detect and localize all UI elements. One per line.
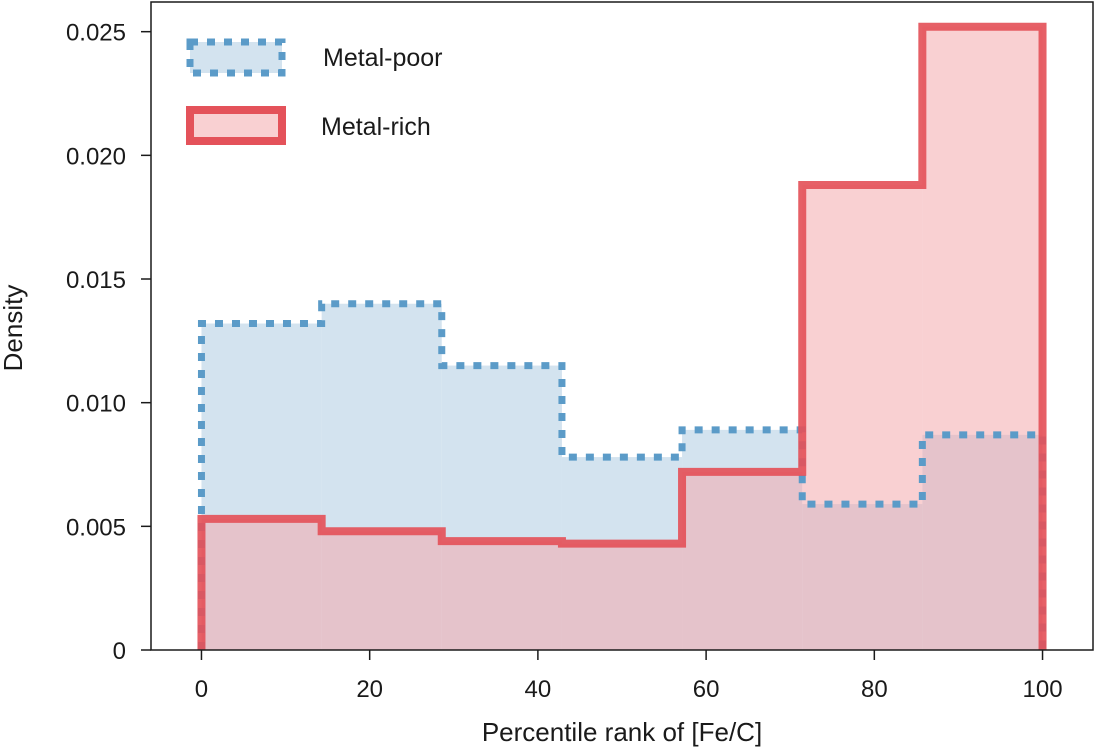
x-tick-label: 40 [525, 676, 552, 703]
bar-metal-rich-bin-1 [201, 518, 322, 650]
x-axis-title: Percentile rank of [Fe/C] [482, 717, 762, 747]
x-tick-label: 80 [861, 676, 888, 703]
x-tick-label: 100 [1023, 676, 1063, 703]
y-tick-label: 0.025 [66, 20, 126, 47]
x-tick-label: 0 [195, 676, 208, 703]
y-tick-label: 0.010 [66, 391, 126, 418]
x-axis: 0 20 40 60 80 100 [195, 650, 1063, 703]
bar-metal-rich-bin-7 [922, 26, 1043, 650]
bar-metal-rich-bin-4 [561, 543, 683, 650]
y-axis: 0 0.005 0.010 0.015 0.020 0.025 [66, 20, 151, 665]
x-tick-label: 20 [356, 676, 383, 703]
series-line-metal-rich [197, 22, 1047, 650]
legend-label-metal-poor: Metal-poor [323, 44, 443, 72]
bar-metal-rich-bin-2 [321, 531, 442, 650]
y-tick-label: 0.015 [66, 267, 126, 294]
plot-frame [150, 1, 1094, 651]
y-tick-label: 0.020 [66, 143, 126, 170]
y-tick-label: 0.005 [66, 514, 126, 541]
legend-swatch-metal-poor [186, 38, 286, 77]
x-tick-label: 60 [693, 676, 720, 703]
bar-metal-rich-bin-5 [682, 471, 803, 650]
y-tick-label: 0 [113, 638, 126, 665]
legend-swatch-metal-rich [186, 106, 286, 145]
legend-label-metal-rich: Metal-rich [321, 113, 431, 141]
series-outlines [197, 22, 1047, 650]
bar-metal-rich-bin-6 [802, 185, 923, 651]
series-line-metal-poor [197, 300, 1047, 650]
y-axis-title: Density [0, 285, 28, 372]
bar-metal-rich-bin-3 [441, 541, 562, 650]
series-fills [201, 26, 1043, 651]
legend: Metal-poor Metal-rich [186, 38, 443, 145]
